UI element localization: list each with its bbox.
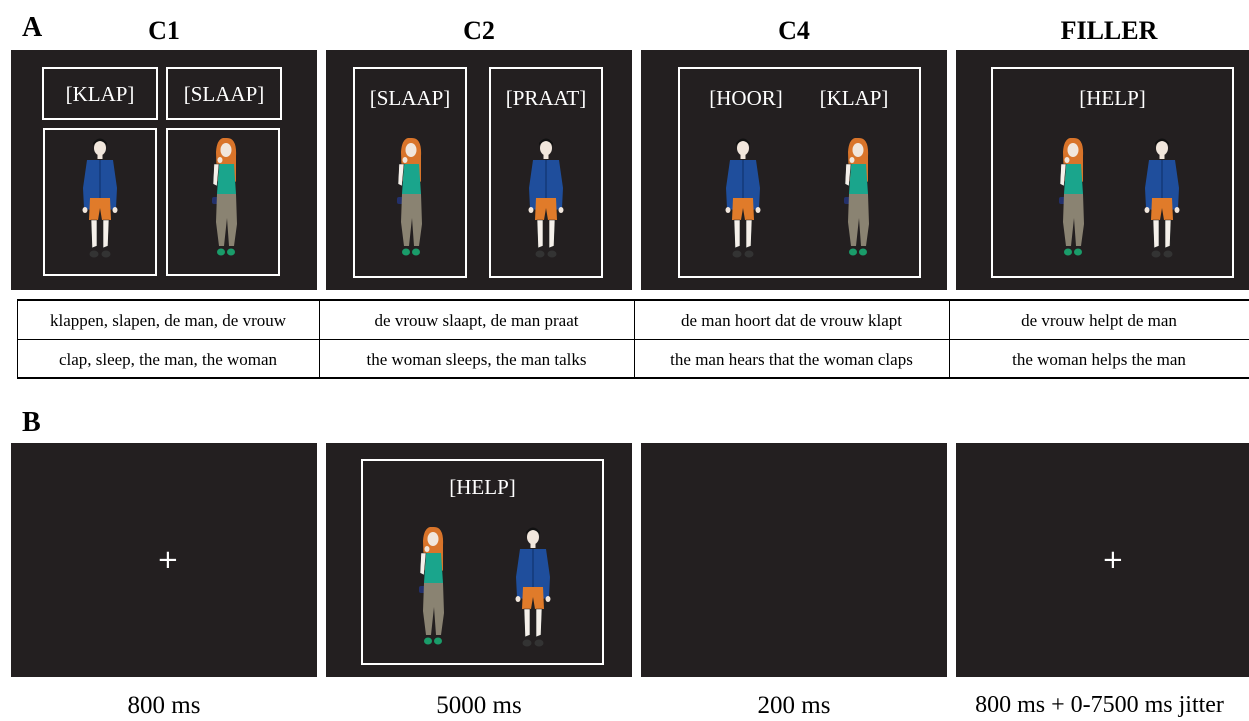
stimulus-panel-c1: [KLAP] [SLAAP]	[11, 50, 317, 290]
woman-figure	[418, 527, 445, 645]
table-cell-dutch: de vrouw slaapt, de man praat	[374, 311, 579, 330]
man-figure	[1144, 138, 1180, 258]
sentence-table: klappen, slapen, de man, de vrouw de vro…	[17, 299, 1249, 379]
trial-screen-blank	[641, 443, 947, 677]
verb-box	[361, 459, 604, 665]
condition-title-c4: C4	[778, 16, 810, 45]
table-cell-english: the woman helps the man	[1012, 350, 1186, 369]
stimulus-panel-c2: [SLAAP] [PRAAT]	[326, 50, 632, 290]
table-column-divider	[949, 301, 950, 377]
man-figure	[515, 527, 551, 647]
trial-screen-stimulus: [HELP]	[326, 443, 632, 677]
stimulus-panel-filler: [HELP]	[956, 50, 1249, 290]
verb-box	[42, 67, 158, 120]
table-column-divider	[319, 301, 320, 377]
table-column-divider	[634, 301, 635, 377]
man-figure	[82, 138, 118, 258]
verb-label: [SLAAP]	[183, 82, 265, 106]
woman-figure	[1058, 138, 1085, 256]
verb-label: [HELP]	[1079, 86, 1146, 110]
verb-label: [HELP]	[449, 475, 516, 499]
table-row-divider	[17, 339, 1249, 340]
section-a-label: A	[22, 12, 43, 43]
table-cell-english: the man hears that the woman claps	[670, 350, 913, 369]
woman-figure	[843, 138, 870, 256]
table-cell-dutch: de vrouw helpt de man	[1021, 311, 1177, 330]
fixation-cross: +	[157, 545, 179, 575]
condition-title-c2: C2	[463, 16, 495, 45]
stimulus-panel-c4: [HOOR] [KLAP]	[641, 50, 947, 290]
table-cell-english: clap, sleep, the man, the woman	[58, 350, 278, 369]
verb-box	[678, 67, 921, 278]
verb-label: [HOOR]	[709, 86, 783, 110]
verb-label: [KLAP]	[65, 82, 135, 106]
table-cell-dutch: klappen, slapen, de man, de vrouw	[49, 311, 287, 330]
verb-box	[489, 67, 603, 278]
verb-box	[166, 67, 282, 120]
duration-label: 800 ms + 0-7500 ms jitter	[975, 692, 1224, 718]
man-figure	[725, 138, 761, 258]
section-b-label: B	[22, 407, 41, 438]
fixation-cross: +	[1102, 545, 1124, 575]
agent-box	[43, 128, 157, 276]
verb-label: [SLAAP]	[369, 86, 451, 110]
trial-screen-fixation-jitter: +	[956, 443, 1249, 677]
table-cell-dutch: de man hoort dat de vrouw klapt	[681, 311, 902, 330]
table-cell-english: the woman sleeps, the man talks	[366, 350, 587, 369]
condition-title-c1: C1	[148, 16, 180, 45]
duration-label: 800 ms	[127, 692, 201, 719]
woman-figure	[211, 138, 238, 256]
duration-label: 5000 ms	[436, 692, 522, 719]
verb-label: [KLAP]	[819, 86, 889, 110]
table-column-divider	[17, 301, 18, 377]
verb-label: [PRAAT]	[505, 86, 587, 110]
agent-box	[166, 128, 280, 276]
verb-box	[991, 67, 1234, 278]
duration-label: 200 ms	[757, 692, 831, 719]
trial-screen-fixation: +	[11, 443, 317, 677]
man-figure	[528, 138, 564, 258]
verb-box	[353, 67, 467, 278]
woman-figure	[396, 138, 423, 256]
condition-title-filler: FILLER	[1060, 16, 1158, 45]
